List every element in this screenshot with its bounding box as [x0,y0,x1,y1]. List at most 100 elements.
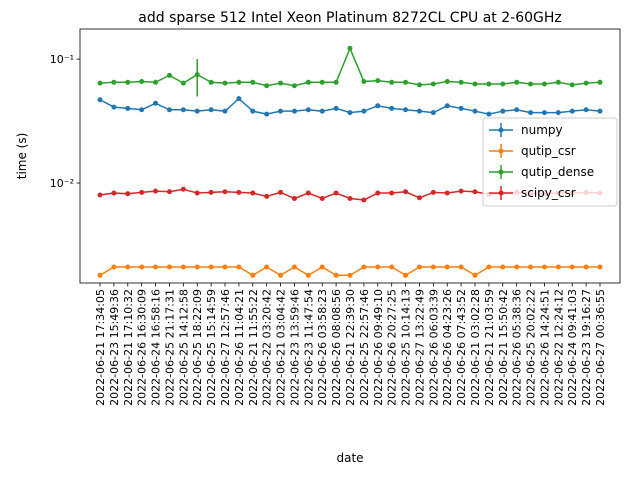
data-point [194,264,200,270]
data-point [597,79,603,85]
legend-marker [498,190,504,196]
data-point [319,264,325,270]
data-point [139,78,145,84]
x-tick-label: 2022-06-21 03:02:28 [469,289,482,406]
data-point [389,264,395,270]
data-point [139,264,145,270]
data-point [416,264,422,270]
x-tick-label: 2022-06-26 16:30:09 [136,289,149,406]
data-point [361,197,367,203]
data-point [264,193,270,199]
data-point [194,190,200,196]
data-point [250,79,256,85]
data-point [333,272,339,278]
data-point [569,264,575,270]
x-tick-label: 2022-06-26 09:49:10 [372,289,385,406]
data-point [528,264,534,270]
data-point [528,81,534,87]
x-tick-label: 2022-06-26 14:24:51 [538,289,551,406]
data-point [555,264,561,270]
data-point [486,81,492,87]
y-tick-label: 10⁻² [50,177,74,190]
data-point [597,108,603,114]
data-point [208,264,214,270]
data-point [180,264,186,270]
data-point [319,196,325,202]
data-point [291,264,297,270]
legend-label: qutip_csr [521,144,576,158]
data-point [153,79,159,85]
data-point [458,79,464,85]
data-point [555,79,561,85]
data-point [375,264,381,270]
data-point [125,79,131,85]
data-point [403,272,409,278]
data-point [291,83,297,89]
data-point [444,103,450,109]
data-point [250,272,256,278]
data-point [375,103,381,109]
data-point [166,72,172,78]
data-point [97,97,103,103]
data-point [389,190,395,196]
data-point [389,79,395,85]
x-tick-label: 2022-06-25 15:14:59 [205,289,218,406]
x-tick-label: 2022-06-26 05:38:36 [511,289,524,406]
data-point [111,79,117,85]
data-point [111,264,117,270]
legend-label: numpy [521,123,563,137]
x-tick-label: 2022-06-23 15:49:36 [108,289,121,406]
data-point [180,80,186,86]
data-point [555,110,561,116]
data-point [222,108,228,114]
data-point [111,190,117,196]
x-tick-label: 2022-06-21 17:34:05 [94,289,107,406]
data-point [333,79,339,85]
x-tick-label: 2022-06-26 07:43:52 [455,289,468,406]
data-point [514,107,520,113]
x-tick-label: 2022-06-23 11:47:54 [302,289,315,406]
data-point [430,110,436,116]
data-point [278,108,284,114]
x-tick-label: 2022-06-27 13:22:49 [413,289,426,406]
data-point [416,82,422,88]
data-point [403,189,409,195]
data-point [569,108,575,114]
data-point [375,190,381,196]
data-point [305,107,311,113]
data-point [361,108,367,114]
data-point [472,272,478,278]
data-point [180,107,186,113]
x-tick-label: 2022-06-21 11:55:22 [247,289,260,406]
data-point [264,83,270,89]
data-point [500,108,506,114]
data-point [264,264,270,270]
data-point [528,110,534,116]
data-point [236,264,242,270]
y-axis-label: time (s) [15,133,29,180]
data-point [361,78,367,84]
data-point [236,96,242,102]
data-point [583,264,589,270]
x-tick-label: 2022-06-25 20:02:22 [525,289,538,406]
x-tick-label: 2022-06-27 00:36:55 [594,289,607,406]
data-point [486,111,492,117]
data-point [278,272,284,278]
data-point [361,264,367,270]
legend-marker [498,148,504,154]
x-tick-label: 2022-06-26 06:03:39 [427,289,440,406]
data-point [500,81,506,87]
data-point [347,45,353,51]
data-point [166,107,172,113]
data-point [416,108,422,114]
data-point [444,264,450,270]
data-point [180,186,186,192]
data-point [333,190,339,196]
data-point [319,108,325,114]
data-point [514,79,520,85]
data-point [569,82,575,88]
data-point [403,107,409,113]
data-point [444,78,450,84]
x-tick-label: 2022-06-26 03:58:23 [316,289,329,406]
data-point [194,108,200,114]
